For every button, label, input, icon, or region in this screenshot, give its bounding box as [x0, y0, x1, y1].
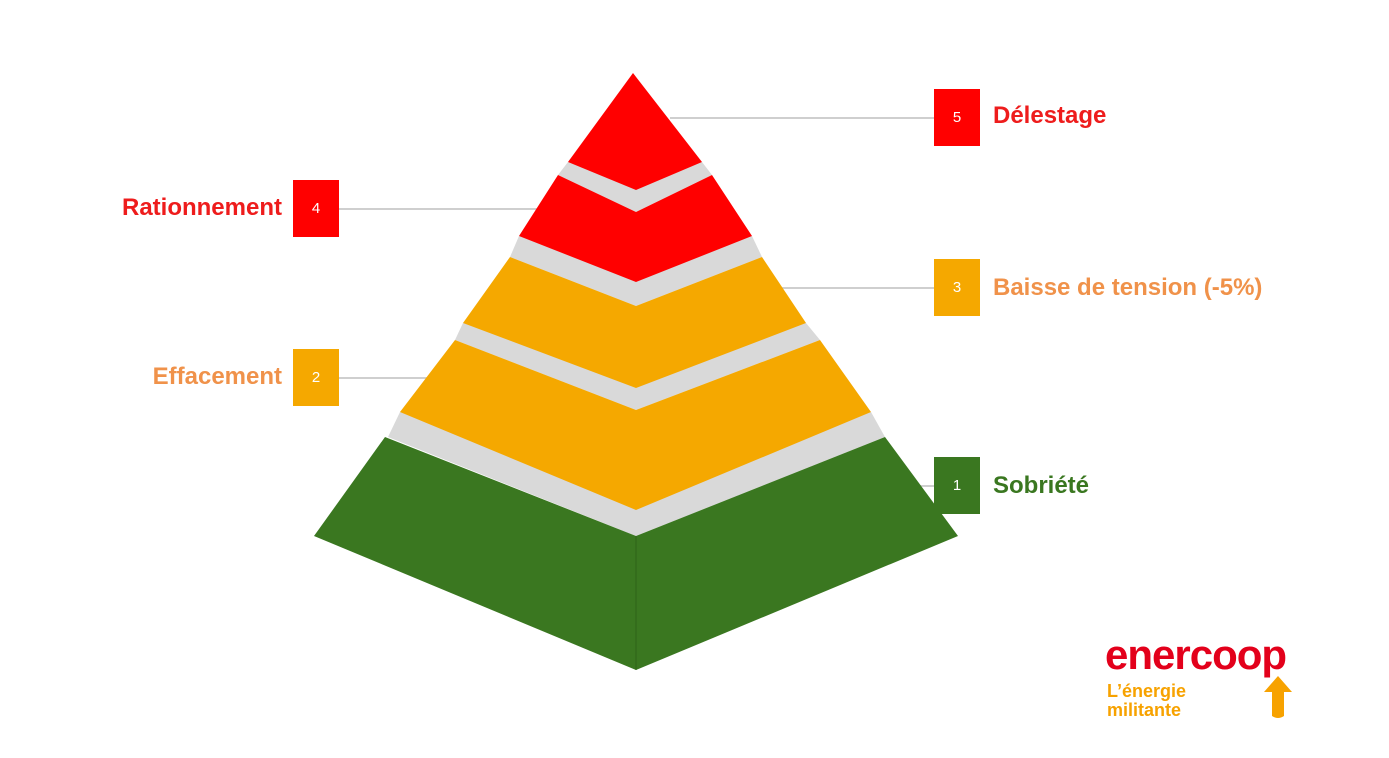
level-4-label: Rationnement [121, 194, 282, 221]
level-1-badge: 1 [934, 457, 980, 514]
pyramid-level-1-left-face [314, 437, 636, 670]
logo-wordmark: enercoop [1105, 631, 1287, 678]
pyramid-level-2-face [400, 340, 871, 510]
level-4-badge: 4 [293, 180, 339, 237]
logo-tagline-line1: L’énergie [1107, 681, 1187, 701]
logo-tagline: L’énergie militante [1107, 682, 1186, 720]
logo-tagline-line2: militante [1107, 700, 1182, 720]
level-5-label: Délestage [993, 102, 1107, 129]
level-3-badge: 3 [934, 259, 980, 316]
level-3-label: Baisse de tension (-5%) [993, 274, 1263, 301]
logo-person-icon [1264, 676, 1292, 718]
pyramid-level-5-face [568, 73, 702, 190]
level-2-badge: 2 [293, 349, 339, 406]
pyramid-level-1-right-face [636, 437, 958, 670]
pyramid-level-4-face [519, 175, 752, 282]
level-2-label: Effacement [152, 363, 282, 390]
level-1-label: Sobriété [993, 472, 1090, 499]
level-5-badge: 5 [934, 89, 980, 146]
pyramid-level-3-face [463, 257, 806, 388]
